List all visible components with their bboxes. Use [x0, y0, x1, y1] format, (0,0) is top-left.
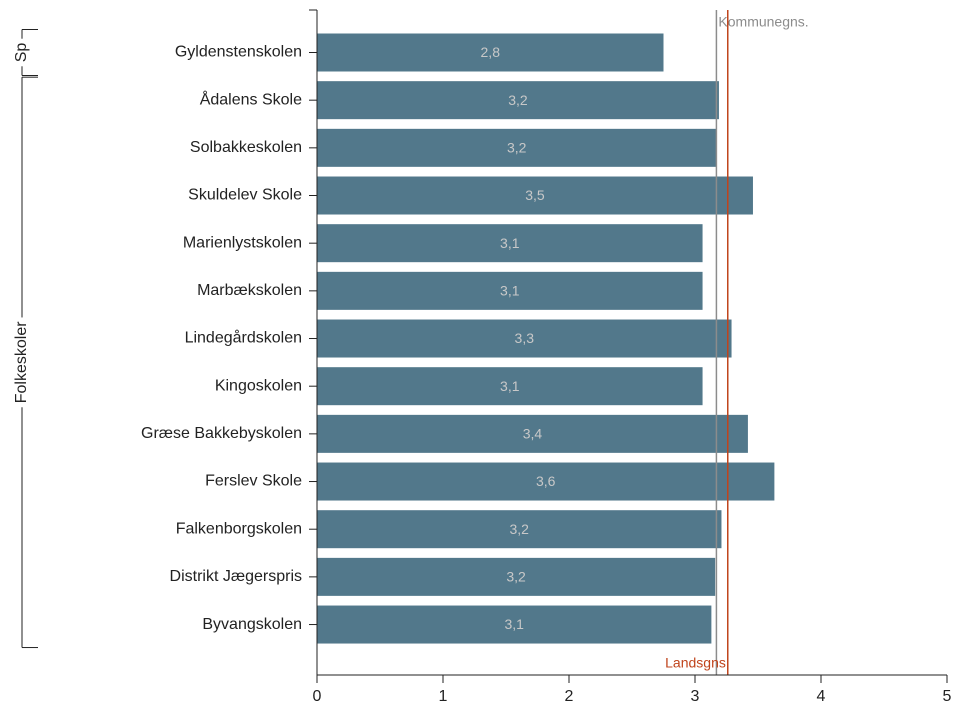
- bar-value-label: 3,1: [504, 616, 524, 632]
- bar-value-label: 3,1: [500, 378, 520, 394]
- y-tick-label: Ådalens Skole: [200, 89, 302, 108]
- bar-value-label: 3,2: [509, 521, 529, 537]
- reference-line-label: Landsgns.: [665, 655, 730, 671]
- group-label-gap: [13, 38, 31, 67]
- bar-value-label: 3,2: [508, 92, 528, 108]
- x-tick-label: 1: [439, 688, 448, 705]
- y-tick-label: Marienlystskolen: [183, 234, 302, 251]
- bar: [317, 462, 775, 501]
- bar-value-label: 3,2: [507, 140, 527, 156]
- x-tick-label: 3: [691, 688, 700, 705]
- bar: [317, 81, 719, 120]
- y-tick-label: Solbakkeskolen: [190, 139, 302, 156]
- y-tick-label: Græse Bakkebyskolen: [141, 425, 302, 442]
- x-tick-label: 2: [565, 688, 574, 705]
- x-tick-label: 4: [817, 688, 826, 705]
- bar-value-label: 3,1: [500, 235, 520, 251]
- y-tick-label: Skuldelev Skole: [188, 187, 302, 204]
- y-tick-label: Kingoskolen: [215, 377, 302, 394]
- y-tick-label: Distrikt Jægerspris: [170, 568, 302, 585]
- y-tick-label: Byvangskolen: [202, 616, 302, 633]
- bar: [317, 605, 712, 644]
- x-tick-label: 5: [943, 688, 952, 705]
- reference-line-label: Kommunegns.: [718, 14, 808, 30]
- bar-value-label: 3,5: [525, 187, 545, 203]
- y-tick-label: Marbækskolen: [197, 282, 302, 299]
- bar: [317, 319, 732, 358]
- group-label: Sp: [13, 43, 30, 63]
- bar: [317, 33, 664, 72]
- bar-value-label: 3,2: [506, 569, 526, 585]
- bar: [317, 510, 722, 549]
- bar: [317, 176, 753, 215]
- y-tick-label: Gyldenstenskolen: [175, 44, 302, 61]
- y-tick-label: Ferslev Skole: [205, 473, 302, 490]
- y-tick-label: Lindegårdskolen: [185, 329, 302, 347]
- bar-value-label: 3,4: [523, 426, 543, 442]
- bar: [317, 271, 703, 310]
- bar-value-label: 3,1: [500, 283, 520, 299]
- bar: [317, 557, 716, 596]
- bar-value-label: 3,6: [536, 473, 556, 489]
- group-label-gap: [13, 317, 31, 408]
- bar: [317, 128, 717, 167]
- bar-value-label: 2,8: [481, 44, 501, 60]
- x-tick-label: 0: [313, 688, 322, 705]
- bar: [317, 367, 703, 406]
- bar-value-label: 3,3: [515, 330, 535, 346]
- y-tick-label: Falkenborgskolen: [176, 520, 302, 537]
- group-label: Folkeskoler: [13, 321, 30, 403]
- bar: [317, 414, 748, 453]
- bar: [317, 224, 703, 263]
